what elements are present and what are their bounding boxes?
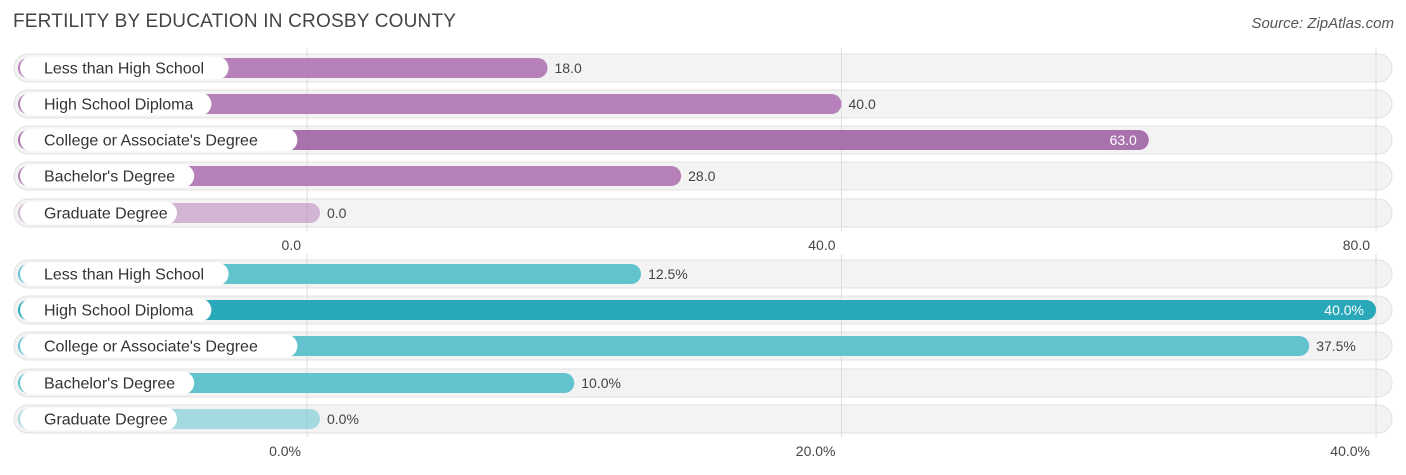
category-pill (20, 164, 195, 188)
category-pill (20, 201, 177, 225)
category-pill (20, 371, 195, 395)
row-track (13, 198, 1393, 228)
bar (18, 336, 1310, 356)
value-label: 63.0 (1110, 132, 1137, 148)
category-label: Graduate Degree (44, 412, 168, 429)
value-label: 40.0% (1324, 302, 1364, 318)
bar (18, 300, 1376, 320)
category-pill (20, 128, 298, 152)
value-label: 18.0 (555, 60, 582, 76)
bar (18, 94, 842, 114)
category-pill (20, 298, 212, 322)
tick-label: 80.0 (1343, 237, 1370, 253)
category-label: College or Associate's Degree (44, 339, 258, 356)
value-label: 40.0 (849, 96, 876, 112)
category-pill (20, 56, 229, 80)
value-label: 0.0% (327, 411, 359, 427)
category-label: Bachelor's Degree (44, 169, 175, 186)
category-label: High School Diploma (44, 97, 194, 114)
category-label: High School Diploma (44, 303, 194, 320)
category-pill (20, 262, 229, 286)
source-note: Source: ZipAtlas.com (1251, 15, 1394, 32)
bar (18, 130, 1149, 150)
value-label: 10.0% (581, 375, 621, 391)
category-pill (20, 407, 177, 431)
category-label: College or Associate's Degree (44, 133, 258, 150)
value-label: 0.0 (327, 205, 347, 221)
tick-label: 0.0 (282, 237, 302, 253)
category-label: Bachelor's Degree (44, 376, 175, 393)
chart-title: FERTILITY BY EDUCATION IN CROSBY COUNTY (13, 11, 457, 32)
row-track (13, 404, 1393, 434)
tick-label: 20.0% (796, 443, 836, 459)
value-label: 28.0 (688, 168, 715, 184)
category-pill (20, 92, 212, 116)
value-label: 12.5% (648, 266, 688, 282)
category-label: Less than High School (44, 61, 204, 78)
value-label: 37.5% (1316, 338, 1356, 354)
category-pill (20, 334, 298, 358)
tick-label: 40.0 (808, 237, 835, 253)
category-label: Graduate Degree (44, 206, 168, 223)
tick-label: 40.0% (1330, 443, 1370, 459)
tick-label: 0.0% (269, 443, 301, 459)
category-label: Less than High School (44, 267, 204, 284)
